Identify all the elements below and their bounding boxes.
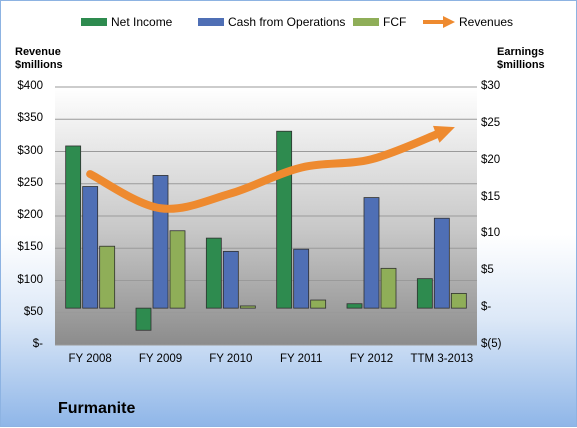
bar-net-income: [66, 146, 81, 308]
x-tick-label: FY 2012: [332, 353, 412, 365]
bar-fcf: [100, 246, 115, 308]
bar-cash-from-operations: [83, 187, 98, 309]
right-tick-label: $20: [481, 154, 531, 166]
left-tick-label: $-: [3, 338, 43, 350]
right-tick-label: $5: [481, 264, 531, 276]
bar-net-income: [417, 279, 432, 308]
x-tick-label: FY 2011: [261, 353, 341, 365]
bar-fcf: [451, 293, 466, 308]
left-tick-label: $200: [3, 209, 43, 221]
bar-cash-from-operations: [364, 198, 379, 309]
right-tick-label: $30: [481, 80, 531, 92]
right-tick-label: $15: [481, 191, 531, 203]
bar-cash-from-operations: [294, 249, 309, 308]
bar-cash-from-operations: [434, 218, 449, 308]
x-tick-label: FY 2010: [191, 353, 271, 365]
left-tick-label: $50: [3, 306, 43, 318]
bar-net-income: [347, 304, 362, 308]
left-tick-label: $100: [3, 274, 43, 286]
right-tick-label: $(5): [481, 338, 531, 350]
x-tick-label: TTM 3-2013: [402, 353, 482, 365]
left-tick-label: $350: [3, 112, 43, 124]
left-tick-label: $150: [3, 241, 43, 253]
bar-fcf: [240, 306, 255, 308]
bar-fcf: [311, 300, 326, 308]
x-tick-label: FY 2009: [121, 353, 201, 365]
left-tick-label: $400: [3, 80, 43, 92]
right-tick-label: $-: [481, 301, 531, 313]
left-tick-label: $300: [3, 145, 43, 157]
bar-cash-from-operations: [223, 251, 238, 308]
left-tick-label: $250: [3, 177, 43, 189]
bar-net-income: [136, 308, 151, 330]
x-tick-label: FY 2008: [50, 353, 130, 365]
bar-fcf: [170, 231, 185, 308]
company-name: Furmanite: [58, 400, 135, 418]
right-tick-label: $25: [481, 117, 531, 129]
bar-fcf: [381, 268, 396, 308]
bar-net-income: [206, 238, 221, 308]
bar-cash-from-operations: [153, 175, 168, 308]
right-tick-label: $10: [481, 227, 531, 239]
bar-net-income: [277, 131, 292, 308]
